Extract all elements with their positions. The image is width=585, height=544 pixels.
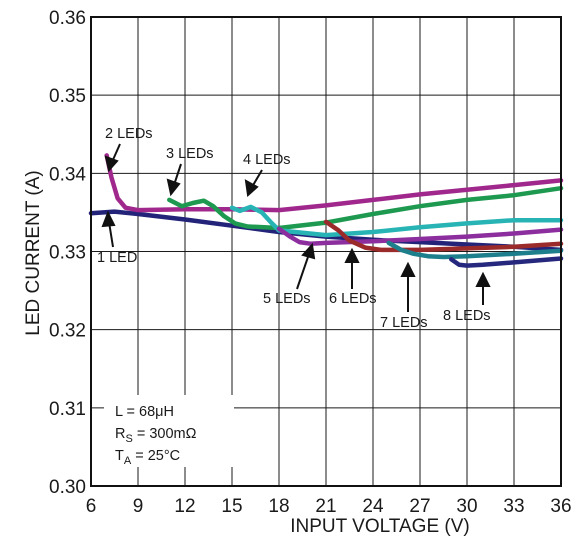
note-ta-main: T <box>115 448 124 464</box>
x-tick-label: 9 <box>133 496 144 517</box>
plot-border <box>90 16 562 487</box>
notes-box <box>104 395 234 467</box>
label-4-leds: 4 LEDs <box>243 152 291 168</box>
y-tick-label: 0.33 <box>49 243 86 264</box>
series-line-8 <box>449 256 564 268</box>
label-8-leds: 8 LEDs <box>443 308 491 324</box>
arrow-1-led <box>101 210 116 248</box>
y-tick-label: 0.32 <box>49 321 86 342</box>
series-line-7 <box>386 240 564 260</box>
note-rs-rest: = 300mΩ <box>133 426 197 442</box>
x-tick-label: 36 <box>550 496 571 517</box>
y-tick-label: 0.34 <box>49 164 86 185</box>
series-line-3 <box>167 185 564 231</box>
arrow-3-leds <box>166 163 182 197</box>
label-1-led: 1 LED <box>97 250 137 266</box>
y-tick-label: 0.35 <box>49 86 86 107</box>
label-6-leds: 6 LEDs <box>329 291 377 307</box>
label-5-leds: 5 LEDs <box>263 291 311 307</box>
y-tick-label: 0.36 <box>49 8 86 29</box>
y-tick-label: 0.30 <box>49 477 86 498</box>
note-ta-sub: A <box>124 455 132 467</box>
arrow-2-leds <box>104 143 121 173</box>
y-tick-label: 0.31 <box>49 399 86 420</box>
x-tick-label: 21 <box>315 496 336 517</box>
series-line-4 <box>229 204 564 238</box>
series-line-6 <box>323 219 564 253</box>
arrow-4-leds <box>244 169 263 197</box>
x-tick-label: 30 <box>456 496 477 517</box>
note-temperature: TA = 25°C <box>115 448 180 467</box>
arrow-5-leds <box>296 242 316 290</box>
x-tick-label: 15 <box>221 496 242 517</box>
note-rs-main: R <box>115 426 125 442</box>
note-inductance: L = 68μH <box>115 404 174 420</box>
x-axis-title: INPUT VOLTAGE (V) <box>290 516 469 537</box>
x-tick-label: 27 <box>409 496 430 517</box>
label-2-leds: 2 LEDs <box>105 126 153 142</box>
arrow-7-leds <box>400 261 416 312</box>
y-axis-title: LED CURRENT (A) <box>23 170 44 335</box>
note-rs-sub: S <box>125 433 132 445</box>
condition-notes: L = 68μH RS = 300mΩ TA = 25°C <box>115 404 197 467</box>
x-tick-label: 24 <box>362 496 384 517</box>
callout-arrows <box>101 143 491 312</box>
label-3-leds: 3 LEDs <box>166 146 214 162</box>
tick-labels: 6 9 12 15 18 21 24 27 30 33 36 0.30 0.31 0.32 0.33 0.34… <box>49 8 572 517</box>
x-tick-label: 12 <box>174 496 195 517</box>
x-tick-label: 18 <box>268 496 289 517</box>
series-labels: 2 LEDs 3 LEDs 4 LEDs 1 LED 5 LEDs 6 LEDs… <box>97 126 491 331</box>
arrow-8-leds <box>475 271 491 305</box>
series-lines <box>88 153 564 268</box>
note-sense-resistor: RS = 300mΩ <box>115 426 197 445</box>
plot-frame <box>90 16 562 487</box>
x-tick-label: 6 <box>86 496 97 517</box>
label-7-leds: 7 LEDs <box>380 315 428 331</box>
note-ta-rest: = 25°C <box>131 448 180 464</box>
x-tick-label: 33 <box>503 496 524 517</box>
arrow-6-leds <box>344 247 360 289</box>
